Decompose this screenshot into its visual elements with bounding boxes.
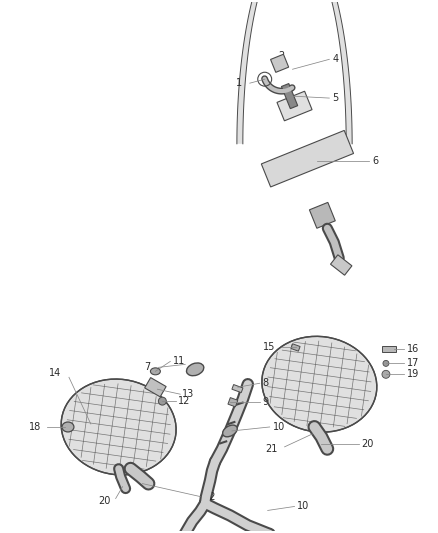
Text: 9: 9 [263,397,269,407]
Bar [145,377,166,397]
Text: 7: 7 [144,362,150,373]
Circle shape [382,370,390,378]
Ellipse shape [223,425,237,437]
Text: 13: 13 [182,389,194,399]
Text: 22: 22 [203,491,215,502]
Bar [277,91,312,121]
Ellipse shape [150,368,160,375]
Text: 12: 12 [178,396,191,406]
Bar [382,346,396,352]
Text: 1: 1 [236,78,242,88]
Text: 19: 19 [407,369,419,379]
Bar [291,344,300,351]
Bar [309,203,335,228]
Ellipse shape [61,379,176,475]
Text: 8: 8 [263,378,269,388]
Text: 5: 5 [332,93,339,103]
Ellipse shape [187,363,204,376]
Text: 14: 14 [49,368,61,378]
Circle shape [383,360,389,366]
Circle shape [159,397,166,405]
Bar [271,54,289,72]
Text: 15: 15 [263,343,276,352]
Ellipse shape [62,422,74,432]
Text: 17: 17 [407,358,419,368]
Text: 20: 20 [98,496,111,505]
Bar [331,255,352,275]
Text: 6: 6 [372,156,378,166]
Text: 16: 16 [407,344,419,354]
Bar [228,398,238,407]
Text: 10: 10 [273,422,285,432]
Text: 4: 4 [332,54,339,64]
Polygon shape [237,0,352,144]
Ellipse shape [262,336,377,432]
Text: 18: 18 [29,422,41,432]
Text: 21: 21 [265,444,278,454]
Text: 11: 11 [173,357,186,366]
Bar [261,131,353,187]
Text: 10: 10 [297,502,309,512]
Bar [281,84,298,109]
Text: 20: 20 [361,439,374,449]
Text: 2: 2 [279,51,285,61]
Bar [232,384,243,393]
